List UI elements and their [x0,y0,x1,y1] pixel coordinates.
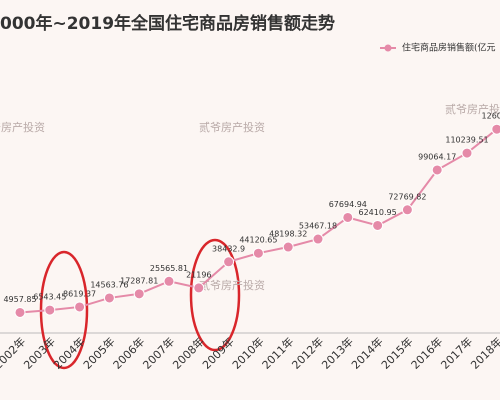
data-point [461,147,473,159]
data-point [44,304,56,316]
data-label: 14563.76 [90,280,128,289]
data-label: 67694.94 [329,200,367,209]
data-label: 53467.18 [299,222,337,231]
data-label: 99064.17 [418,152,456,161]
data-label: 6543.45 [33,293,66,302]
data-label: 48198.32 [269,230,307,239]
chart-title: 000年~2019年全国住宅商品房销售额走势 [0,13,335,34]
data-label: 72769.82 [388,192,426,201]
data-point [193,282,205,294]
data-point [491,123,500,135]
watermark: 贰爷房产投资 [199,278,265,292]
data-point [282,241,294,253]
data-point [372,219,384,231]
data-label: 126000 [482,112,500,121]
data-point [223,256,235,268]
data-label: 8619.37 [63,289,96,298]
data-point [163,275,175,287]
data-label: 44120.65 [239,236,277,245]
data-point [342,211,354,223]
data-point [312,233,324,245]
data-point [103,292,115,304]
data-point [14,306,26,318]
data-point [431,164,443,176]
watermark: 贰爷房产投资 [199,120,265,134]
data-label: 110239.51 [445,136,488,145]
data-point [401,204,413,216]
data-label: 38432.9 [212,244,245,253]
data-label: 17287.81 [120,276,158,285]
data-label: 25565.81 [150,264,188,273]
watermark: 贰爷房产投资 [445,102,500,116]
legend-marker [384,44,392,52]
data-label: 62410.95 [359,208,397,217]
watermark: 贰爷房产投资 [0,120,45,134]
legend-label: 住宅商品房销售额(亿元 [402,42,496,54]
data-label: 4957.85 [3,295,36,304]
data-label: 21196 [186,270,211,279]
data-point [252,247,264,259]
data-point [74,301,86,313]
data-point [133,288,145,300]
highlight-circle [189,238,241,352]
